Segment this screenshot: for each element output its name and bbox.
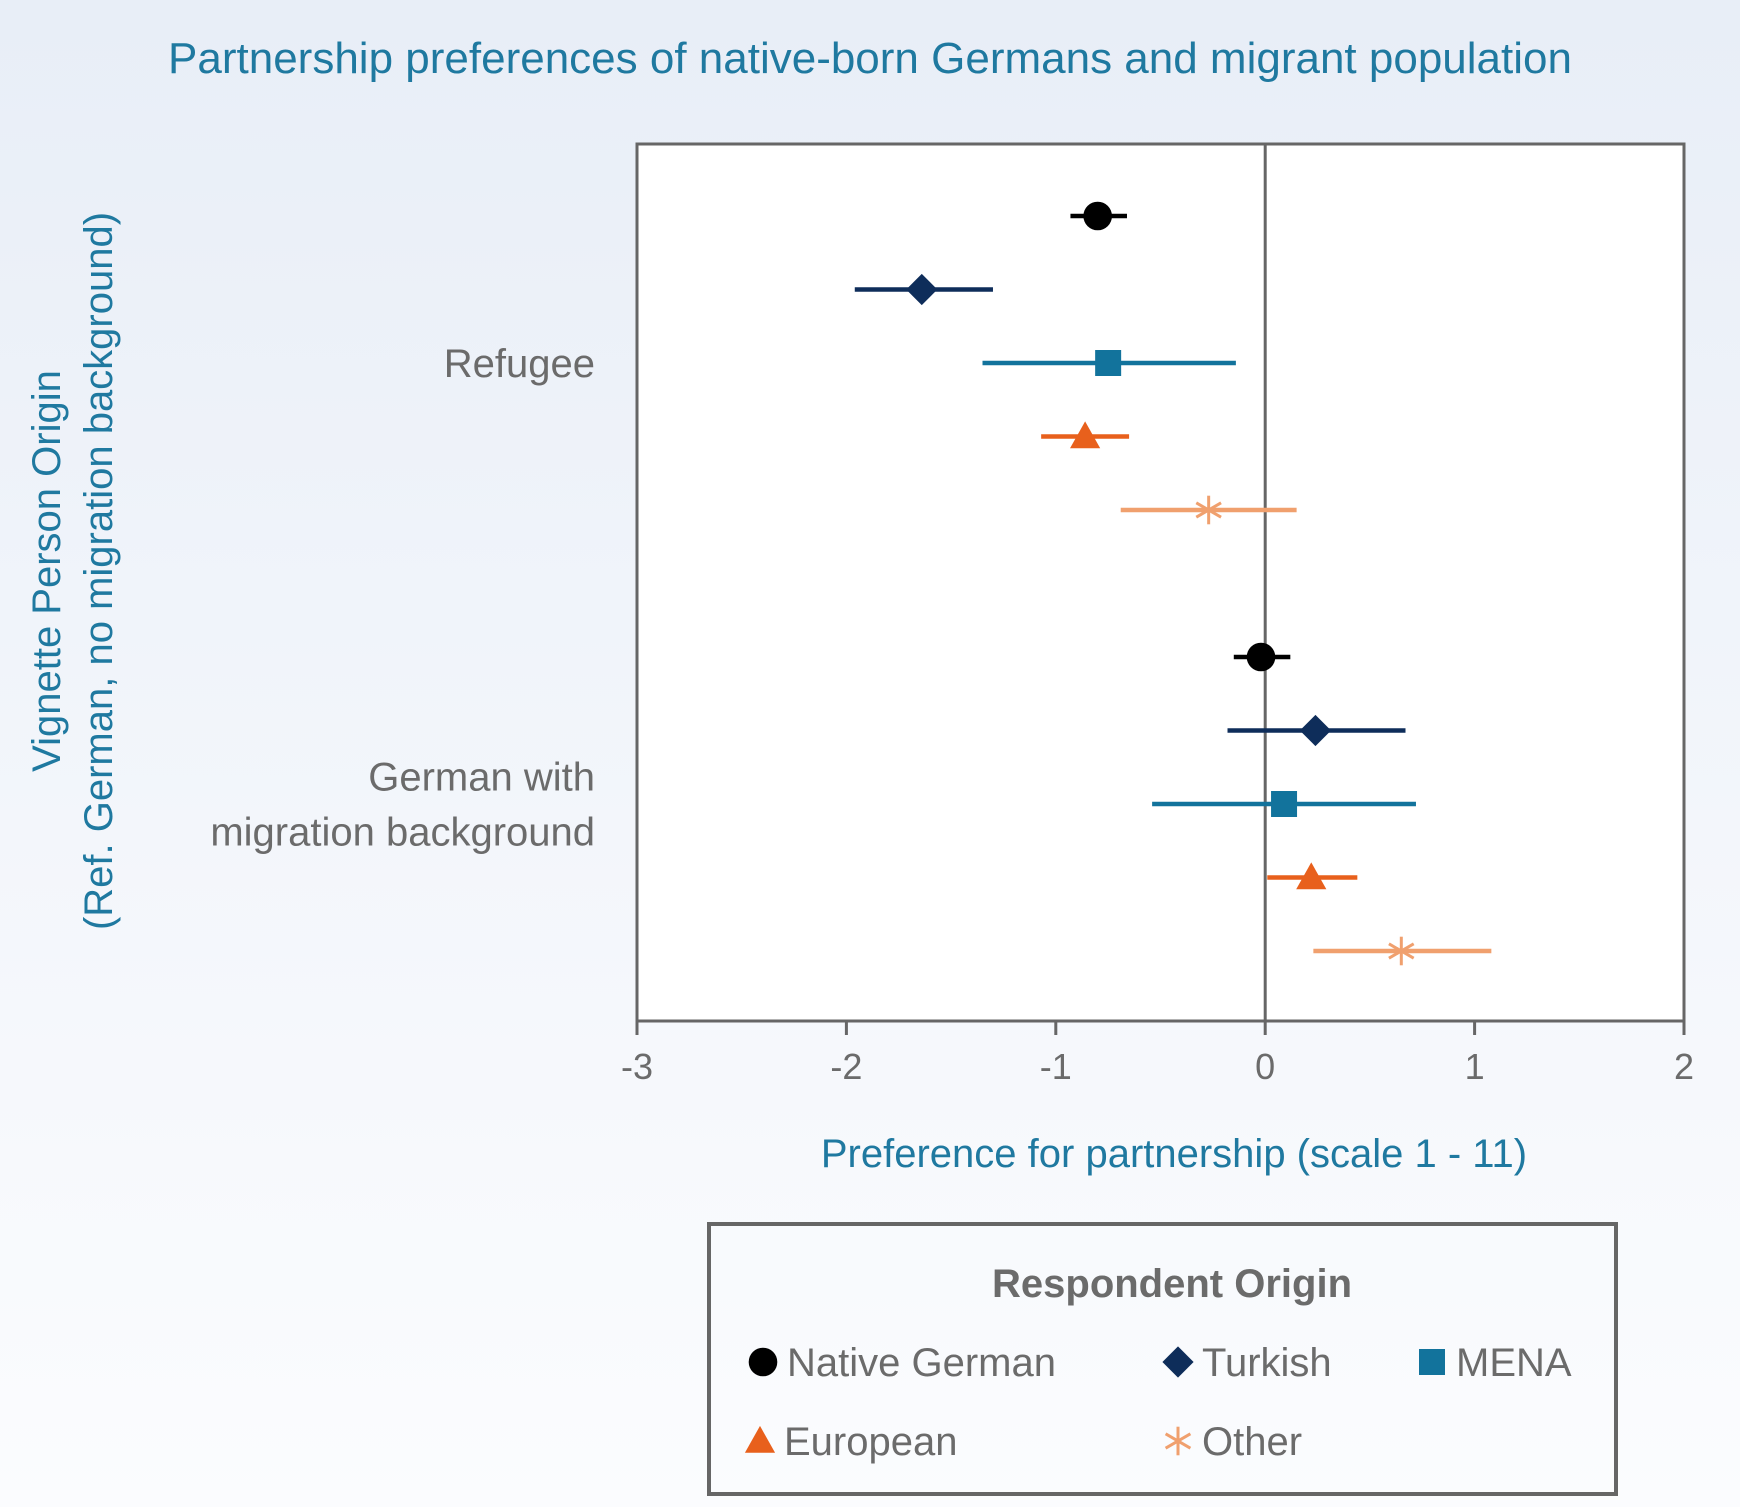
x-axis-title: Preference for partnership (scale 1 - 11… [821,1132,1527,1176]
y-axis-title-group: Vignette Person Origin (Ref. German, no … [25,212,121,930]
point-european-german-with-migration-background-marker [1296,862,1327,890]
x-tick-label-4: 1 [1465,1046,1485,1087]
y-axis-title: Vignette Person Origin [25,370,69,772]
point-other-german-with-migration-background-marker [1388,936,1415,966]
chart-title: Partnership preferences of native-born G… [168,34,1572,83]
x-tick-label-0: -3 [621,1046,653,1087]
x-tick-label-2: -1 [1040,1046,1072,1087]
legend-marker-native-german [748,1347,778,1377]
point-turkish-german-with-migration-background-marker-shape [1299,714,1332,747]
point-turkish-refugee-marker [906,273,938,306]
legend-item-mena: MENA [1419,1341,1572,1385]
point-mena-german-with-migration-background-marker [1271,791,1298,817]
legend-item-other: Other [1164,1420,1302,1464]
category-label-line-0: German with [368,756,595,800]
point-native-german-refugee-marker [1083,201,1112,231]
legend-marker-european [744,1425,776,1453]
point-mena-refugee-marker [1095,350,1122,376]
point-native-german-german-with-migration-background-marker-shape [1246,642,1276,672]
chart-marks: -3 -2 -1 0 1 2 Refugee German with migration bac… [210,144,1694,1087]
point-european-german-with-migration-background-marker-shape [1296,862,1327,890]
legend-marker-turkish [1162,1346,1194,1378]
legend-marker-mena [1419,1349,1445,1375]
point-mena-refugee-marker-shape [1095,350,1122,376]
legend-marker-mena-shape [1419,1349,1445,1375]
legend-box [707,1222,1618,1496]
point-other-german-with-migration-background-marker-stroke-2 [1388,942,1415,960]
category-label-line-0: Refugee [444,342,595,386]
point-native-german-german-with-migration-background-marker [1246,642,1276,672]
point-european-refugee-marker-shape [1070,421,1101,449]
legend-items: Native German Turkish MENA European Other [744,1341,1572,1464]
legend-marker-other-stroke-2 [1164,1432,1192,1450]
legend-label-native-german: Native German [787,1341,1056,1385]
y-axis-subtitle: (Ref. German, no migration background) [77,212,121,930]
point-turkish-german-with-migration-background-marker [1299,714,1332,747]
legend-item-native-german: Native German [748,1341,1056,1385]
point-native-german-refugee-marker-shape [1083,201,1112,231]
legend-label-mena: MENA [1456,1341,1572,1385]
legend-label-european: European [784,1420,957,1464]
legend-title: Respondent Origin [992,1262,1352,1306]
x-tick-label-3: 0 [1255,1046,1275,1087]
legend-item-european: European [744,1420,957,1464]
legend-marker-european-shape [744,1425,776,1453]
point-turkish-refugee-marker-shape [906,273,938,306]
legend-marker-native-german-shape [748,1347,778,1377]
point-european-refugee-marker [1070,421,1101,449]
legend-marker-other [1164,1426,1192,1456]
category-label-german-with-migration-background: German with migration background [210,756,595,855]
legend-label-other: Other [1202,1420,1302,1464]
category-label-line-1: migration background [210,811,595,855]
point-other-refugee-marker [1195,495,1222,525]
legend-item-turkish: Turkish [1162,1341,1332,1385]
legend-label-turkish: Turkish [1202,1341,1332,1385]
plot-area [635,142,1686,1023]
point-mena-german-with-migration-background-marker-shape [1271,791,1298,817]
legend-marker-turkish-shape [1162,1346,1194,1378]
category-label-refugee: Refugee [444,342,595,386]
point-other-refugee-marker-stroke-2 [1195,501,1222,519]
x-tick-label-5: 2 [1674,1046,1694,1087]
x-tick-label-1: -2 [830,1046,862,1087]
